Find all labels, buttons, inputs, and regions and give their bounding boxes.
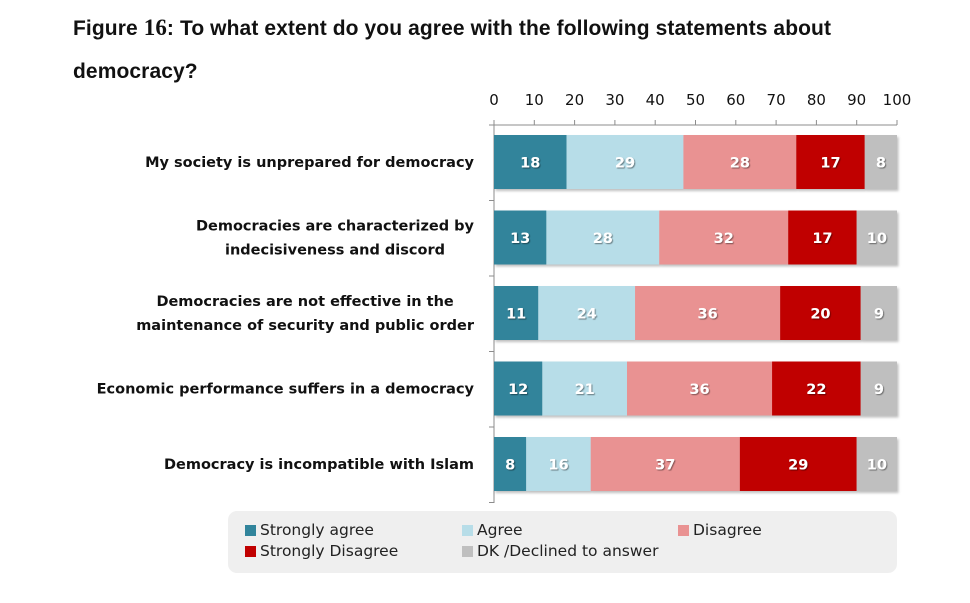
x-tick-label: 40 [646, 91, 665, 109]
data-label: 24 [577, 307, 597, 323]
bar-segment-disagree [635, 286, 781, 340]
bar-segment-strongly-agree [494, 286, 539, 340]
bar-segment-agree [526, 437, 591, 491]
bar-segment-disagree [683, 135, 797, 189]
legend-label: Strongly Disagree [260, 542, 399, 560]
category-label: My society is unprepared for democracy [145, 155, 474, 171]
data-label: 20 [810, 307, 830, 323]
data-label: 28 [730, 156, 750, 172]
legend-label: Agree [477, 521, 523, 539]
data-label: 37 [655, 458, 675, 474]
category-labels: My society is unprepared for democracy De… [97, 155, 475, 473]
category-label-line: maintenance of security and public order [136, 318, 475, 334]
category-label-line: Democracies are characterized by [196, 219, 475, 235]
data-label: 12 [508, 382, 528, 398]
data-label: 10 [867, 231, 887, 247]
legend-item-disagree: Disagree [678, 521, 762, 539]
bar-segment-disagree [626, 361, 773, 416]
category-label-line: indecisiveness and discord [225, 243, 445, 259]
bar-row [494, 286, 897, 340]
figure-title-text: : To what extent do you agree with the f… [73, 17, 832, 83]
bar-segment-dk-declined-to-answer [860, 286, 897, 340]
bar-segment-strongly-agree [494, 437, 527, 491]
x-tick-label: 60 [726, 91, 745, 109]
data-label: 22 [806, 382, 826, 398]
bar-segment-agree [546, 210, 660, 265]
legend-label: DK /Declined to answer [477, 542, 659, 560]
bar-segment-disagree [659, 210, 789, 265]
x-tick-label: 100 [883, 91, 912, 109]
x-tick-label: 20 [565, 91, 584, 109]
data-label: 18 [520, 156, 540, 172]
legend-swatch [245, 524, 256, 536]
bar-row [494, 361, 897, 416]
bars: 18 29 28 17 8 13 28 32 17 10 11 24 36 20 9 12 21 36 22 9 8 16… [494, 135, 897, 491]
bar-segment-dk-declined-to-answer [860, 361, 897, 416]
x-tick-label: 50 [686, 91, 705, 109]
bar-segment-strongly-disagree [772, 361, 861, 416]
legend-swatch [245, 545, 256, 557]
figure-number: 16 [143, 15, 167, 40]
legend-label: Disagree [693, 521, 762, 539]
bar-segment-strongly-agree [494, 210, 547, 265]
legend-swatch [678, 524, 689, 536]
data-label: 9 [874, 307, 884, 323]
data-label: 32 [714, 231, 734, 247]
data-label: 29 [788, 458, 808, 474]
x-tick-label: 30 [605, 91, 624, 109]
bar-segment-strongly-disagree [796, 135, 865, 189]
legend-item-dk-declined-to-answer: DK /Declined to answer [462, 542, 658, 560]
figure-label: Figure [73, 17, 138, 40]
x-tick-label: 70 [767, 91, 786, 109]
x-tick-label: 10 [525, 91, 544, 109]
data-label: 17 [812, 231, 832, 247]
data-label: 21 [575, 382, 595, 398]
legend-swatch [462, 524, 473, 536]
bar-segment-strongly-disagree [788, 210, 857, 265]
data-label: 17 [820, 156, 840, 172]
x-tick-label: 0 [489, 91, 499, 109]
figure-title: Figure 16: To what extent do you agree w… [73, 6, 953, 93]
bar-segment-strongly-agree [494, 135, 567, 189]
bar-row [494, 210, 897, 265]
data-label: 16 [548, 458, 568, 474]
bar-segment-strongly-disagree [739, 437, 857, 491]
bar-segment-strongly-disagree [780, 286, 861, 340]
bar-segment-dk-declined-to-answer [864, 135, 897, 189]
data-label: 10 [867, 458, 887, 474]
legend-item-agree: Agree [462, 521, 523, 539]
x-axis: 0 10 20 30 40 50 60 70 80 90 100 [489, 91, 911, 503]
legend-item-strongly-agree: Strongly agree [245, 521, 374, 539]
legend-label: Strongly agree [260, 521, 374, 539]
category-label: Economic performance suffers in a democr… [97, 382, 475, 398]
legend-item-strongly-disagree: Strongly Disagree [245, 542, 398, 560]
bar-segment-dk-declined-to-answer [856, 437, 897, 491]
data-label: 13 [510, 231, 530, 247]
data-label: 11 [506, 307, 526, 323]
data-label: 28 [593, 231, 613, 247]
bar-segment-agree [538, 286, 636, 340]
legend: Strongly agree Agree Disagree Strongly Disa… [228, 511, 897, 573]
category-label: Democracy is incompatible with Islam [164, 457, 474, 473]
legend-swatch [462, 545, 473, 557]
bar-segment-dk-declined-to-answer [856, 210, 897, 265]
data-label: 36 [697, 307, 717, 323]
bar-segment-agree [566, 135, 684, 189]
bar-segment-agree [542, 361, 627, 416]
category-label-line: Democracies are not effective in the [156, 294, 453, 310]
data-label: 36 [689, 382, 709, 398]
x-tick-label: 80 [807, 91, 826, 109]
data-label: 8 [876, 156, 886, 172]
data-label: 9 [874, 382, 884, 398]
bar-segment-disagree [590, 437, 740, 491]
data-label: 8 [505, 458, 515, 474]
bar-row [494, 135, 897, 189]
data-label: 29 [615, 156, 635, 172]
bar-segment-strongly-agree [494, 361, 543, 416]
x-tick-label: 90 [847, 91, 866, 109]
bar-row [494, 437, 897, 491]
